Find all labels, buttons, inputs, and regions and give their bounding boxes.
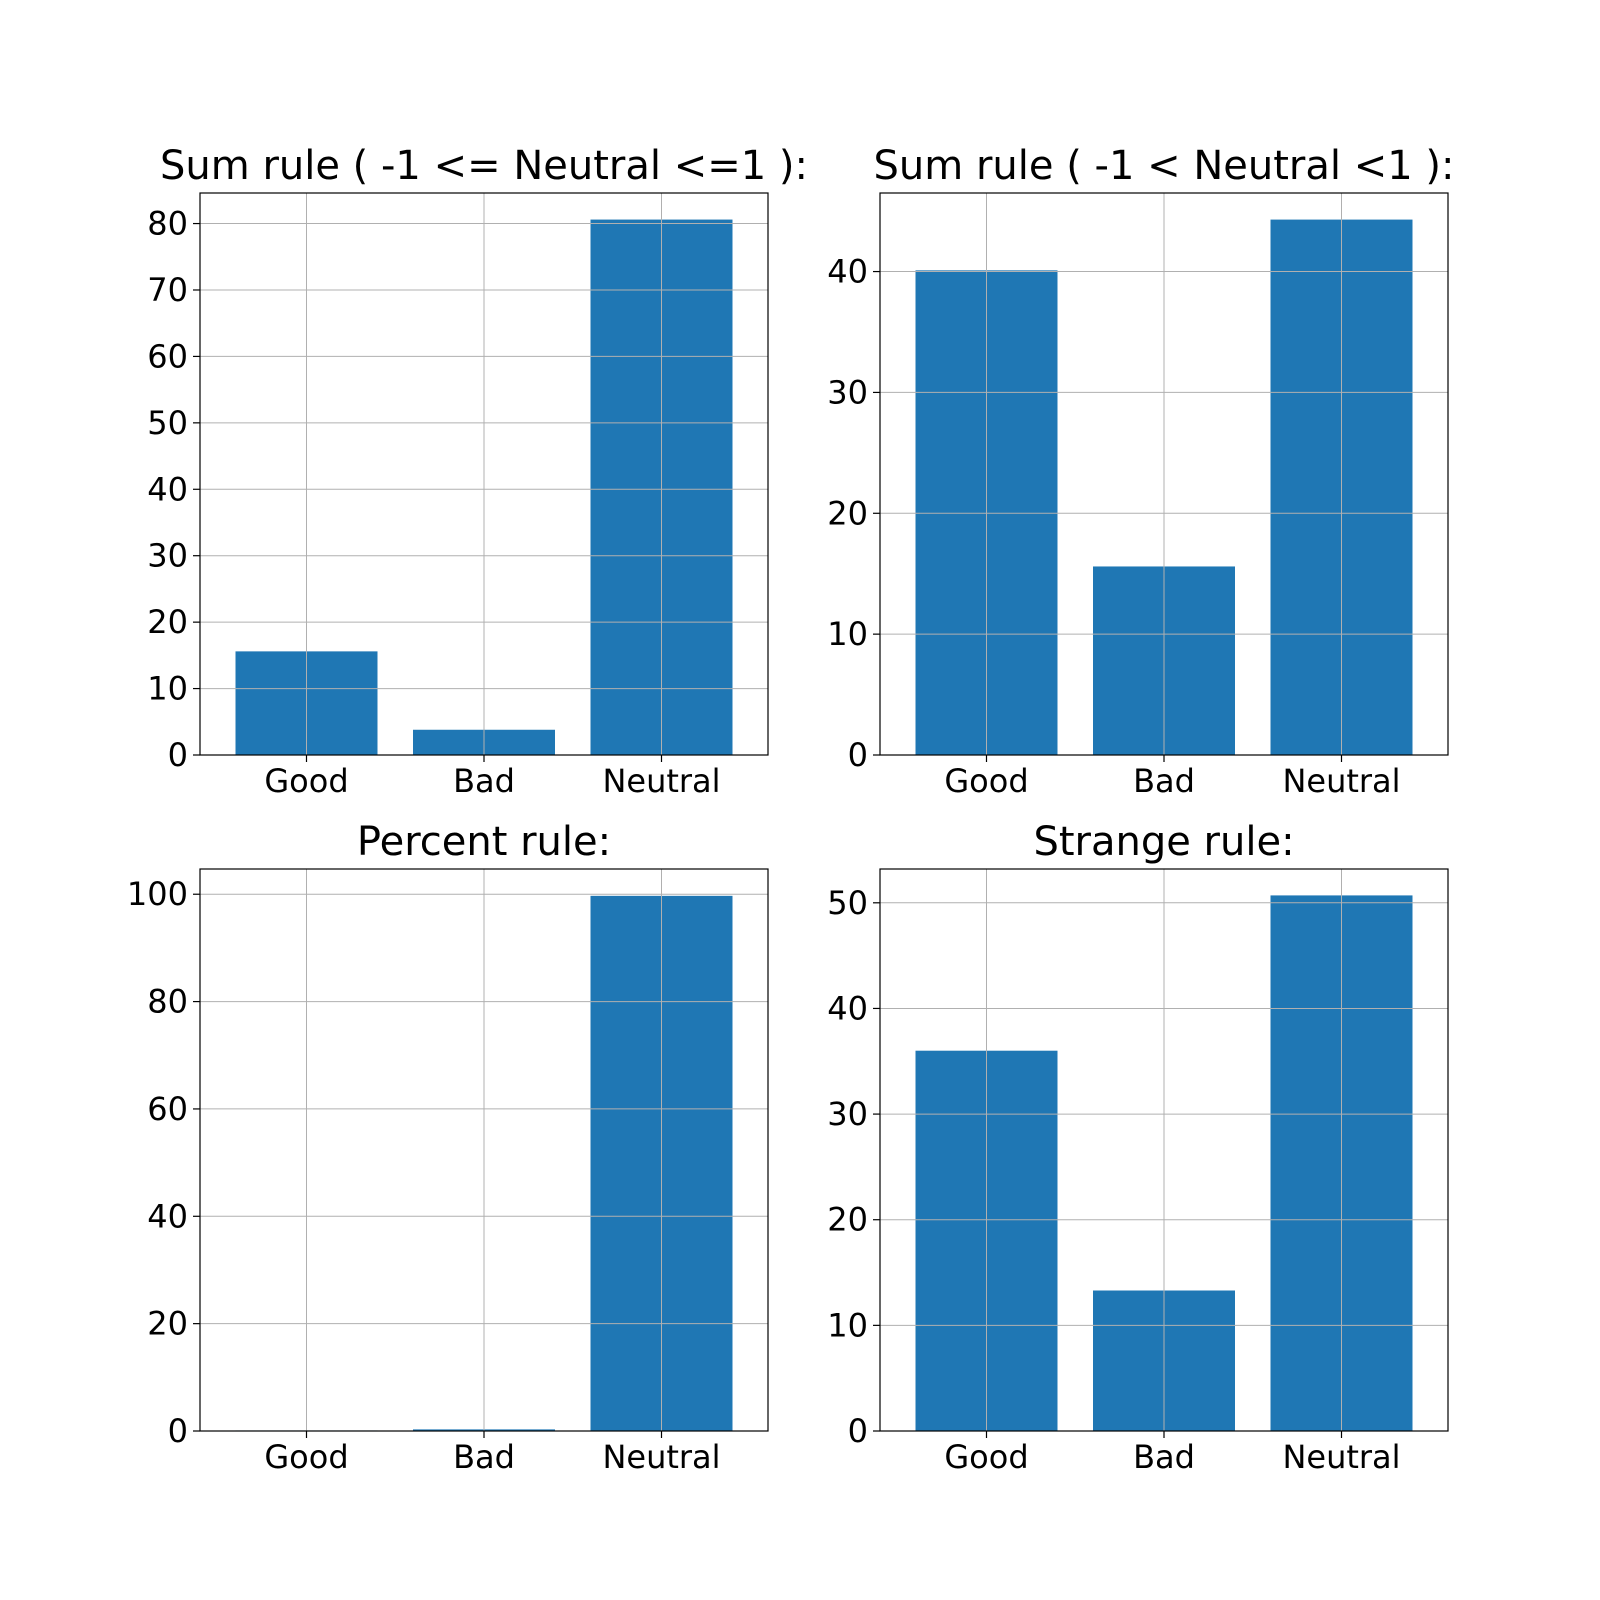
y-tick-label: 0 [848, 1412, 868, 1450]
axes-frame [199, 868, 769, 1432]
y-tick-label: 100 [127, 875, 188, 913]
chart-title: Percent rule: [357, 819, 611, 865]
x-tick-label: Neutral [602, 1438, 720, 1476]
axes-frame [879, 192, 1449, 756]
x-tick-label: Bad [453, 1438, 515, 1476]
x-tick-label: Neutral [1282, 1438, 1400, 1476]
chart-title: Strange rule: [1033, 819, 1294, 865]
y-tick-label: 60 [147, 1090, 188, 1128]
y-tick-label: 80 [147, 205, 188, 243]
x-tick-label: Bad [1133, 1438, 1195, 1476]
y-tick-label: 20 [827, 1201, 868, 1239]
y-tick-label: 0 [848, 736, 868, 774]
bar-chart-1: Sum rule ( -1 <= Neutral <=1 ): 0 10 20 30 40… [147, 143, 808, 800]
y-tick-label: 30 [827, 373, 868, 411]
x-tick-label: Good [264, 1438, 348, 1476]
chart-title: Sum rule ( -1 < Neutral <1 ): [874, 143, 1455, 189]
y-tick-label: 60 [147, 337, 188, 375]
y-tick-label: 50 [147, 404, 188, 442]
chart-title: Sum rule ( -1 <= Neutral <=1 ): [160, 143, 808, 189]
y-tick-label: 20 [827, 494, 868, 532]
bar-chart-4: Strange rule: 0 10 20 30 40 50 Good Bad Neutral [827, 819, 1449, 1476]
x-tick-label: Bad [1133, 762, 1195, 800]
x-tick-label: Neutral [1282, 762, 1400, 800]
y-tick-label: 30 [827, 1095, 868, 1133]
bar-chart-3: Percent rule: 0 20 40 60 80 100 Good Bad Neutral [127, 819, 769, 1476]
y-tick-label: 10 [147, 670, 188, 708]
y-tick-label: 0 [168, 1412, 188, 1450]
y-tick-label: 20 [147, 1305, 188, 1343]
y-tick-label: 40 [827, 253, 868, 291]
y-tick-label: 30 [147, 537, 188, 575]
y-tick-label: 40 [827, 989, 868, 1027]
axes-frame [879, 868, 1449, 1432]
x-tick-label: Good [944, 762, 1028, 800]
x-tick-label: Good [264, 762, 348, 800]
y-tick-label: 70 [147, 271, 188, 309]
axes-frame [199, 192, 769, 756]
y-tick-label: 50 [827, 884, 868, 922]
y-tick-label: 10 [827, 615, 868, 653]
y-tick-label: 20 [147, 603, 188, 641]
y-tick-label: 10 [827, 1306, 868, 1344]
y-tick-label: 40 [147, 470, 188, 508]
y-tick-label: 80 [147, 983, 188, 1021]
x-tick-label: Bad [453, 762, 515, 800]
bar-chart-2: Sum rule ( -1 < Neutral <1 ): 0 10 20 30 40 Go… [827, 143, 1454, 800]
y-tick-label: 0 [168, 736, 188, 774]
x-tick-label: Neutral [602, 762, 720, 800]
y-tick-label: 40 [147, 1197, 188, 1235]
x-tick-label: Good [944, 1438, 1028, 1476]
